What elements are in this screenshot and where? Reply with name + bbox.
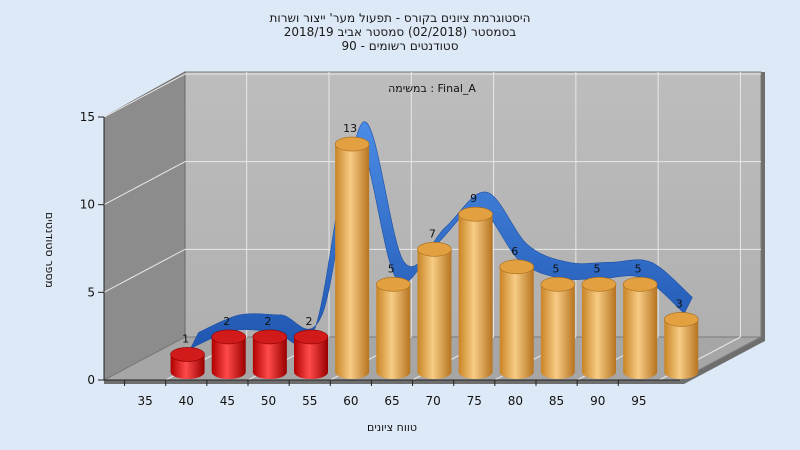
- bar-top: [211, 329, 247, 345]
- x-tick-label: 95: [631, 394, 646, 408]
- bar-top: [170, 347, 205, 362]
- y-tick-label: 10: [80, 198, 95, 212]
- bar-body: [458, 214, 493, 380]
- chart-title-line-3: סטודנטים רשומים - 90: [341, 39, 458, 53]
- x-tick-label: 85: [549, 394, 564, 408]
- bar: [499, 259, 535, 380]
- bar-top: [663, 312, 699, 327]
- x-tick-label: 70: [426, 394, 441, 408]
- bar: [622, 277, 658, 380]
- x-tick-label: 40: [179, 394, 194, 408]
- bar-value-label: 5: [388, 262, 395, 275]
- x-tick-label: 60: [343, 394, 358, 408]
- bar: [211, 329, 247, 380]
- bar-body: [335, 144, 370, 380]
- bar: [417, 241, 452, 380]
- bar-value-label: 5: [635, 262, 642, 275]
- x-axis-title: טווח ציונים: [367, 421, 417, 434]
- task-label: במשימה : Final_A: [388, 82, 476, 95]
- bar-top: [458, 206, 493, 222]
- bar-value-label: 1: [182, 332, 189, 345]
- bar-value-label: 13: [343, 122, 357, 135]
- y-tick-label: 0: [87, 373, 95, 387]
- bar-value-label: 7: [429, 227, 436, 240]
- bar-body: [499, 266, 534, 380]
- bar: [293, 329, 329, 379]
- bar-body: [664, 319, 699, 380]
- bar-top: [499, 259, 535, 275]
- x-tick-label: 55: [302, 394, 317, 408]
- bar-value-label: 5: [552, 262, 559, 275]
- x-tick-label: 65: [384, 394, 399, 408]
- bar: [540, 277, 576, 380]
- y-grid-line: [103, 248, 761, 293]
- x-tick-label: 80: [508, 394, 523, 408]
- bar: [581, 277, 617, 379]
- bar-value-label: 3: [676, 297, 683, 310]
- bar-body: [294, 336, 328, 379]
- y-tick-label: 5: [87, 285, 95, 299]
- bar-top: [417, 241, 452, 257]
- x-tick-label: 75: [467, 394, 482, 408]
- bar-value-label: 9: [470, 192, 477, 205]
- y-grid-line: [103, 73, 761, 118]
- bar-value-label: 2: [223, 315, 230, 328]
- x-tick-label: 35: [138, 394, 153, 408]
- chart-title-line-1: היסטוגרמת ציונים בקורס - תפעול מער' ייצו…: [270, 11, 531, 25]
- bar-body: [623, 284, 658, 380]
- bar-top: [252, 329, 288, 345]
- bar: [170, 347, 205, 380]
- y-tick-label: 15: [80, 110, 95, 124]
- x-tick-label: 45: [220, 394, 235, 408]
- side-wall: [103, 71, 186, 381]
- y-axis-title: מספר סטודנטים: [43, 212, 56, 288]
- x-tick-label: 50: [261, 394, 276, 408]
- bar: [458, 206, 493, 380]
- bar-top: [540, 277, 576, 292]
- chart-title-line-2: בסמסטר (02/2018) סמסטר אביב 2018/19: [284, 25, 516, 39]
- bars-layer: 1 2 2 2 13 5 7 9 6 5 5 5 3: [170, 122, 699, 380]
- bar-value-label: 6: [511, 245, 518, 258]
- bar-body: [252, 336, 287, 379]
- bar-top: [293, 329, 329, 345]
- bar-top: [375, 277, 411, 292]
- bar-top: [622, 277, 658, 292]
- bar-body: [540, 284, 575, 380]
- bar-body: [417, 249, 452, 380]
- x-tick-label: 90: [590, 394, 605, 408]
- bar: [252, 329, 288, 379]
- bar-value-label: 5: [594, 262, 601, 275]
- bar: [375, 277, 411, 380]
- bar: [334, 136, 370, 380]
- bar-body: [582, 284, 616, 379]
- bar-body: [376, 284, 411, 380]
- bar-top: [581, 277, 617, 292]
- bar-body: [211, 336, 246, 380]
- bar-top: [334, 136, 370, 152]
- y-grid-line: [103, 161, 761, 206]
- bar: [663, 312, 699, 380]
- bar-value-label: 2: [306, 315, 313, 328]
- bar-value-label: 2: [264, 315, 271, 328]
